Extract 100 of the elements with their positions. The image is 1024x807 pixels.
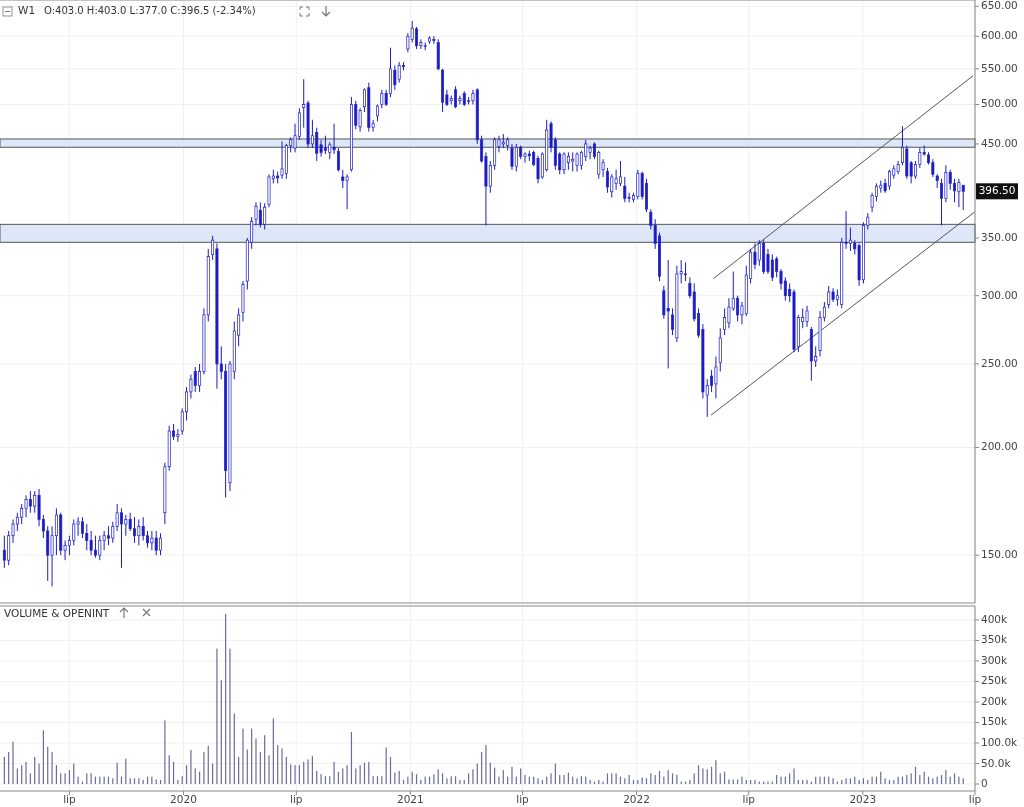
y-tick-label: 200k bbox=[981, 694, 1009, 707]
y-tick-label: 100.0k bbox=[981, 736, 1019, 749]
candlestick bbox=[241, 280, 245, 323]
candlestick bbox=[944, 164, 948, 203]
candlestick bbox=[896, 160, 900, 175]
candlestick bbox=[76, 516, 80, 537]
y-tick-label: 550.00 bbox=[981, 61, 1018, 74]
candlestick bbox=[367, 82, 371, 133]
candlestick bbox=[215, 242, 219, 390]
candlestick bbox=[436, 38, 440, 70]
candlestick bbox=[406, 32, 410, 53]
candlestick bbox=[961, 184, 965, 211]
candlestick bbox=[397, 61, 401, 84]
candlestick bbox=[792, 289, 796, 353]
y-tick-label: 300.00 bbox=[981, 288, 1018, 301]
candlestick bbox=[727, 297, 731, 329]
y-tick-label: 0 bbox=[981, 777, 988, 790]
candlestick bbox=[376, 105, 379, 122]
y-tick-label: 250.00 bbox=[981, 356, 1018, 369]
candlestick bbox=[141, 516, 145, 541]
candlestick bbox=[623, 176, 627, 203]
x-tick-label: 2023 bbox=[849, 793, 877, 805]
candlestick bbox=[393, 64, 397, 91]
candlestick bbox=[957, 178, 961, 208]
candlestick bbox=[662, 285, 666, 320]
candlestick bbox=[358, 107, 362, 133]
candlestick bbox=[258, 201, 262, 228]
candlestick bbox=[736, 295, 740, 323]
candlestick bbox=[85, 523, 89, 551]
candlestick bbox=[523, 151, 527, 164]
candlestick bbox=[137, 518, 141, 546]
y-tick-label: 600.00 bbox=[981, 29, 1018, 42]
x-tick-label: lip bbox=[63, 793, 77, 805]
candlestick bbox=[89, 530, 93, 556]
y-tick-label: 150.00 bbox=[981, 548, 1018, 561]
candlestick bbox=[224, 363, 228, 498]
candlestick bbox=[467, 96, 471, 105]
candlestick bbox=[24, 494, 28, 518]
y-tick-label: 150k bbox=[981, 715, 1009, 728]
candlestick bbox=[315, 127, 319, 162]
candlestick bbox=[514, 143, 518, 173]
candlestick bbox=[280, 140, 284, 180]
candlestick bbox=[306, 100, 310, 149]
y-tick-label: 500.00 bbox=[981, 97, 1018, 110]
candlestick bbox=[666, 259, 670, 369]
x-tick-label: 2020 bbox=[170, 793, 197, 805]
candlestick bbox=[380, 89, 384, 109]
y-tick-label: 450.00 bbox=[981, 136, 1018, 149]
candlestick bbox=[584, 139, 588, 162]
candlestick bbox=[284, 143, 288, 180]
candlestick bbox=[588, 145, 592, 160]
candlestick bbox=[54, 507, 58, 556]
candlestick bbox=[2, 535, 6, 569]
candlestick bbox=[614, 169, 618, 191]
candlestick bbox=[723, 307, 727, 336]
y-tick-label: 350k bbox=[981, 633, 1009, 646]
candlestick bbox=[879, 180, 883, 194]
candlestick bbox=[571, 151, 575, 173]
x-tick-label: lip bbox=[290, 793, 303, 805]
candlestick bbox=[818, 310, 822, 358]
candlestick bbox=[905, 145, 909, 180]
y-tick-label: 300k bbox=[981, 653, 1009, 666]
candlestick bbox=[831, 287, 835, 303]
annotation: 396.50 bbox=[978, 184, 1016, 197]
candlestick bbox=[254, 201, 258, 226]
candlestick bbox=[566, 151, 570, 171]
candlestick bbox=[59, 512, 63, 556]
candlestick bbox=[267, 173, 271, 208]
candlestick bbox=[827, 285, 831, 309]
candlestick bbox=[809, 326, 813, 382]
candlestick bbox=[332, 123, 336, 155]
candlestick bbox=[154, 530, 158, 556]
candlestick bbox=[506, 136, 510, 152]
candlestick bbox=[124, 514, 128, 537]
candlestick bbox=[276, 171, 280, 184]
candlestick bbox=[263, 202, 267, 231]
candlestick bbox=[98, 535, 102, 561]
candlestick bbox=[510, 143, 514, 171]
chart-title: VOLUME & OPENINT bbox=[4, 607, 110, 619]
candlestick bbox=[441, 69, 445, 113]
candlestick bbox=[20, 503, 24, 525]
x-tick-label: 2021 bbox=[396, 793, 424, 805]
y-tick-label: 200.00 bbox=[981, 440, 1018, 453]
annotation: O:403.0 H:403.0 L:377.0 C:396.5 (-2.34%) bbox=[44, 5, 256, 16]
candlestick bbox=[345, 173, 349, 210]
candlestick bbox=[462, 90, 466, 105]
candlestick bbox=[15, 512, 19, 532]
candlestick bbox=[536, 155, 540, 184]
candlestick bbox=[805, 305, 809, 328]
candlestick bbox=[28, 490, 32, 514]
candlestick bbox=[336, 147, 340, 173]
candlestick bbox=[150, 530, 154, 551]
x-tick-label: lip bbox=[742, 793, 756, 805]
y-tick-label: 250k bbox=[981, 674, 1009, 687]
candlestick bbox=[770, 253, 774, 282]
y-tick-label: 400k bbox=[981, 612, 1009, 625]
candlestick bbox=[501, 133, 505, 149]
x-tick-label: lip bbox=[516, 793, 530, 805]
candlestick bbox=[675, 265, 679, 343]
y-tick-label: 50.0k bbox=[981, 756, 1012, 769]
